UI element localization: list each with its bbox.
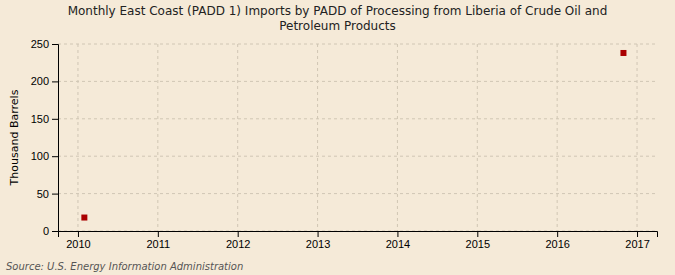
tick: 100 [31, 150, 58, 162]
grid-line-y [58, 81, 657, 82]
tick-mark [477, 231, 478, 237]
tick-label: 2013 [306, 238, 330, 250]
tick: 200 [31, 75, 58, 87]
tick-label: 2014 [386, 238, 410, 250]
grid-line-x [637, 44, 638, 231]
tick: 0 [43, 225, 58, 237]
y-axis-label: Thousand Barrels [8, 89, 21, 186]
chart: 2010 2011 2012 2013 2014 2015 2016 2017 0 50 100 15… [0, 0, 675, 275]
grid-line-x [317, 44, 318, 231]
source: Source: U.S. Energy Information Administ… [6, 261, 243, 272]
tick-mark [238, 231, 239, 237]
tick-mark [158, 231, 159, 237]
title: Monthly East Coast (PADD 1) Imports by P… [68, 4, 608, 33]
points [81, 50, 626, 221]
tick-mark [52, 119, 58, 120]
tick: 2013 [306, 231, 330, 250]
tick-mark [637, 231, 638, 237]
tick-label: 2017 [625, 238, 649, 250]
tick-mark [52, 156, 58, 157]
tick-label: 100 [31, 150, 49, 162]
tick-mark [557, 231, 558, 237]
tick-mark [52, 44, 58, 45]
point [81, 215, 87, 221]
tick-label: 0 [43, 225, 49, 237]
tick-label: 250 [31, 38, 49, 50]
point [620, 50, 626, 56]
tick: 2017 [625, 231, 649, 250]
tick-label: 200 [31, 75, 49, 87]
tick-label: 2010 [66, 238, 90, 250]
grid-line-y [58, 156, 657, 157]
tick: 2016 [545, 231, 569, 250]
tick-mark [52, 81, 58, 82]
tick: 50 [37, 188, 58, 200]
tick-mark [318, 231, 319, 237]
axis-line [59, 232, 658, 238]
grid-line-x [237, 44, 238, 231]
grid [58, 44, 657, 231]
tick-label: 2016 [545, 238, 569, 250]
title-line: Monthly East Coast (PADD 1) Imports by P… [68, 4, 608, 18]
tick: 2012 [226, 231, 250, 250]
grid-line-x [477, 44, 478, 231]
tick-label: 50 [37, 188, 49, 200]
tick: 2010 [66, 231, 90, 250]
grid-line-y [58, 193, 657, 194]
tick-label: 2015 [466, 238, 490, 250]
tick-label: 150 [31, 113, 49, 125]
tick-label: 2012 [226, 238, 250, 250]
tick: 150 [31, 113, 58, 125]
grid-line-x [557, 44, 558, 231]
tick-mark [397, 231, 398, 237]
tick: 2015 [466, 231, 490, 250]
tick: 2011 [147, 231, 171, 250]
grid-line-x [77, 44, 78, 231]
background [0, 0, 675, 275]
tick: 2014 [386, 231, 410, 250]
tick-label: 2011 [147, 238, 171, 250]
tick: 250 [31, 38, 58, 50]
title-line: Petroleum Products [279, 19, 396, 33]
grid-line-y [58, 44, 657, 45]
axis-line [52, 45, 59, 232]
grid-line-x [397, 44, 398, 231]
grid-line-x [157, 44, 158, 231]
plot: 2010 2011 2012 2013 2014 2015 2016 2017 0 50 100 15… [31, 38, 658, 250]
tick-mark [52, 194, 58, 195]
grid-line-y [58, 118, 657, 119]
y-axis: 0 50 100 150 200 250 [31, 38, 59, 237]
x-axis: 2010 2011 2012 2013 2014 2015 2016 2017 [59, 231, 658, 250]
tick-mark [52, 231, 58, 232]
tick-mark [78, 231, 79, 237]
